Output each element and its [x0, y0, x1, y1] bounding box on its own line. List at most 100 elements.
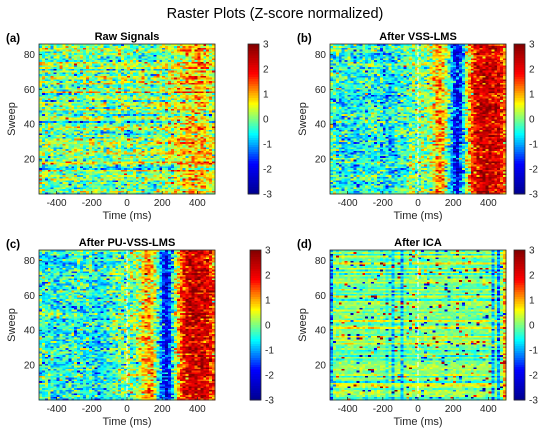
heatmap-cell — [88, 160, 93, 163]
heatmap-cell — [171, 173, 175, 176]
heatmap-cell — [171, 162, 175, 165]
heatmap-cell — [182, 169, 187, 172]
heatmap-cell — [200, 167, 204, 170]
heatmap-cell — [188, 162, 192, 165]
heatmap-cell — [200, 162, 204, 165]
heatmap-cell — [168, 180, 172, 183]
heatmap-cell — [194, 160, 198, 163]
heatmap-cell — [100, 178, 104, 181]
heatmap-cell — [56, 188, 60, 191]
heatmap-cell — [50, 185, 55, 188]
heatmap-cell — [141, 169, 145, 172]
heatmap-cell — [103, 164, 107, 167]
heatmap-cell — [65, 167, 69, 170]
heatmap-cell — [206, 192, 210, 195]
heatmap-cell — [144, 187, 148, 190]
heatmap-cell — [83, 160, 87, 163]
heatmap-cell — [77, 162, 81, 165]
heatmap-cell — [200, 180, 204, 183]
heatmap-cell — [56, 162, 60, 165]
heatmap-cell — [132, 185, 137, 188]
heatmap-cell — [39, 173, 43, 176]
heatmap-cell — [68, 183, 72, 186]
heatmap-cell — [124, 181, 128, 184]
heatmap-cell — [85, 160, 90, 163]
heatmap-cell — [200, 160, 204, 163]
heatmap-cell — [94, 174, 99, 177]
heatmap-cell — [197, 173, 201, 176]
heatmap-cell — [112, 180, 116, 183]
heatmap-cell — [39, 174, 43, 177]
heatmap-cell — [135, 190, 140, 193]
heatmap-cell — [106, 169, 110, 172]
heatmap-cell — [132, 178, 137, 181]
heatmap-cell — [141, 185, 145, 188]
heatmap-cell — [209, 188, 213, 191]
heatmap-cell — [91, 192, 96, 195]
heatmap-cell — [159, 160, 163, 163]
heatmap-cell — [109, 169, 113, 172]
heatmap-cell — [83, 190, 87, 193]
heatmap-cell — [106, 180, 110, 183]
heatmap-cell — [144, 169, 148, 172]
heatmap-cell — [41, 178, 46, 181]
heatmap-cell — [91, 187, 96, 190]
heatmap-cell — [44, 174, 49, 177]
heatmap-cell — [97, 183, 101, 186]
heatmap-cell — [77, 164, 81, 167]
heatmap-cell — [179, 171, 184, 174]
heatmap-cell — [147, 192, 151, 195]
heatmap-cell — [194, 192, 198, 195]
heatmap-cell — [124, 174, 128, 177]
heatmap-cell — [85, 192, 90, 195]
heatmap-cell — [147, 171, 151, 174]
heatmap-cell — [56, 178, 60, 181]
heatmap-cell — [159, 176, 163, 179]
heatmap-cell — [203, 190, 207, 193]
heatmap-cell — [118, 181, 122, 184]
heatmap-cell — [206, 181, 210, 184]
heatmap-cell — [71, 162, 75, 165]
heatmap-cell — [185, 171, 189, 174]
heatmap-cell — [50, 188, 55, 191]
heatmap-cell — [83, 159, 87, 162]
heatmap-cell — [150, 169, 154, 172]
heatmap-cell — [77, 190, 81, 193]
heatmap-cell — [103, 167, 107, 170]
heatmap-cell — [53, 185, 57, 188]
heatmap-cell — [209, 174, 213, 177]
heatmap-cell — [162, 181, 166, 184]
heatmap-cell — [200, 164, 204, 167]
heatmap-cell — [41, 173, 46, 176]
heatmap-cell — [115, 160, 119, 163]
heatmap-cell — [197, 187, 201, 190]
heatmap-cell — [47, 167, 52, 170]
heatmap-cell — [56, 183, 60, 186]
heatmap-cell — [80, 183, 84, 186]
heatmap-cell — [77, 192, 81, 195]
heatmap-cell — [165, 188, 169, 191]
heatmap-cell — [88, 181, 93, 184]
heatmap-cell — [212, 169, 216, 172]
heatmap-cell — [206, 164, 210, 167]
heatmap-cell — [165, 178, 169, 181]
heatmap-cell — [124, 176, 128, 179]
heatmap-cell — [194, 187, 198, 190]
heatmap-cell — [159, 185, 163, 188]
heatmap-cell — [203, 180, 207, 183]
heatmap-cell — [165, 166, 169, 169]
heatmap-cell — [138, 183, 143, 186]
heatmap-cell — [94, 178, 99, 181]
heatmap-cell — [39, 192, 43, 195]
heatmap-cell — [106, 173, 110, 176]
heatmap-cell — [197, 169, 201, 172]
heatmap-cell — [168, 190, 172, 193]
heatmap-cell — [121, 176, 125, 179]
heatmap-cell — [153, 164, 157, 167]
heatmap-cell — [144, 192, 148, 195]
heatmap-cell — [179, 183, 184, 186]
heatmap-cell — [83, 171, 87, 174]
heatmap-cell — [144, 181, 148, 184]
heatmap-cell — [147, 188, 151, 191]
heatmap-cell — [150, 185, 154, 188]
